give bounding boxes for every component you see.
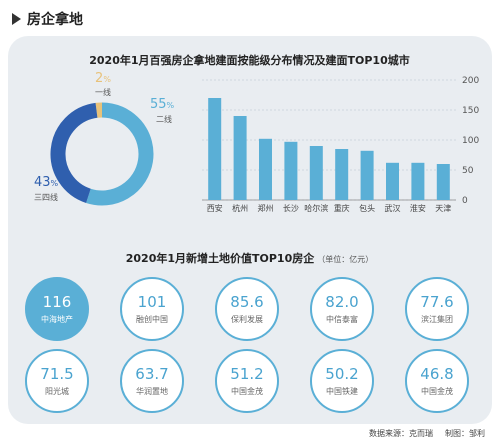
company-name: 滨江集团: [421, 315, 453, 324]
company-circle-6: 63.7 华润置地: [120, 349, 184, 413]
company-circle-5: 71.5 阳光城: [25, 349, 89, 413]
company-circle-1: 101 融创中国: [120, 277, 184, 341]
footer-author: 制图：邹利: [445, 429, 485, 438]
company-circles: 116 中海地产 101 融创中国 85.6 保利发展 82.0 中信泰富 77.6 滨江集团 71…: [8, 272, 492, 424]
company-circle-2: 85.6 保利发展: [215, 277, 279, 341]
company-name: 保利发展: [231, 315, 263, 324]
company-circle-8: 50.2 中国铁建: [310, 349, 374, 413]
chart-title-land-area: 2020年1月百强房企拿地建面按能级分布情况及建面TOP10城市: [89, 54, 410, 67]
company-name: 中国金茂: [231, 387, 263, 396]
company-circle-0: 116 中海地产: [25, 277, 89, 341]
company-value: 71.5: [40, 365, 74, 383]
company-value: 77.6: [420, 293, 454, 311]
company-value: 51.2: [230, 365, 264, 383]
company-value: 85.6: [230, 293, 264, 311]
chart-title-land-value: 2020年1月新增土地价值TOP10房企 （单位：亿元）: [0, 250, 499, 266]
company-value: 82.0: [325, 293, 359, 311]
company-value: 101: [137, 293, 167, 311]
company-name: 中国金茂: [421, 387, 453, 396]
company-name: 中海地产: [41, 315, 73, 324]
company-circle-7: 51.2 中国金茂: [215, 349, 279, 413]
triangle-icon: [12, 13, 21, 25]
section-title: 房企拿地: [27, 12, 83, 28]
company-circle-3: 82.0 中信泰富: [310, 277, 374, 341]
company-name: 阳光城: [45, 387, 69, 396]
company-name: 华润置地: [136, 387, 168, 396]
footer-source: 数据来源：克而瑞: [369, 429, 433, 438]
chart-unit: （单位：亿元）: [317, 255, 374, 264]
company-value: 63.7: [135, 365, 169, 383]
company-name: 融创中国: [136, 315, 168, 324]
footer: 数据来源：克而瑞 制图：邹利: [369, 428, 485, 439]
company-name: 中国铁建: [326, 387, 358, 396]
company-circle-4: 77.6 滨江集团: [405, 277, 469, 341]
company-value: 116: [42, 293, 72, 311]
company-value: 50.2: [325, 365, 359, 383]
section-header: 房企拿地: [12, 8, 83, 30]
company-value: 46.8: [420, 365, 454, 383]
company-circle-9: 46.8 中国金茂: [405, 349, 469, 413]
company-name: 中信泰富: [326, 315, 358, 324]
chart-title-text: 2020年1月新增土地价值TOP10房企: [125, 252, 315, 265]
